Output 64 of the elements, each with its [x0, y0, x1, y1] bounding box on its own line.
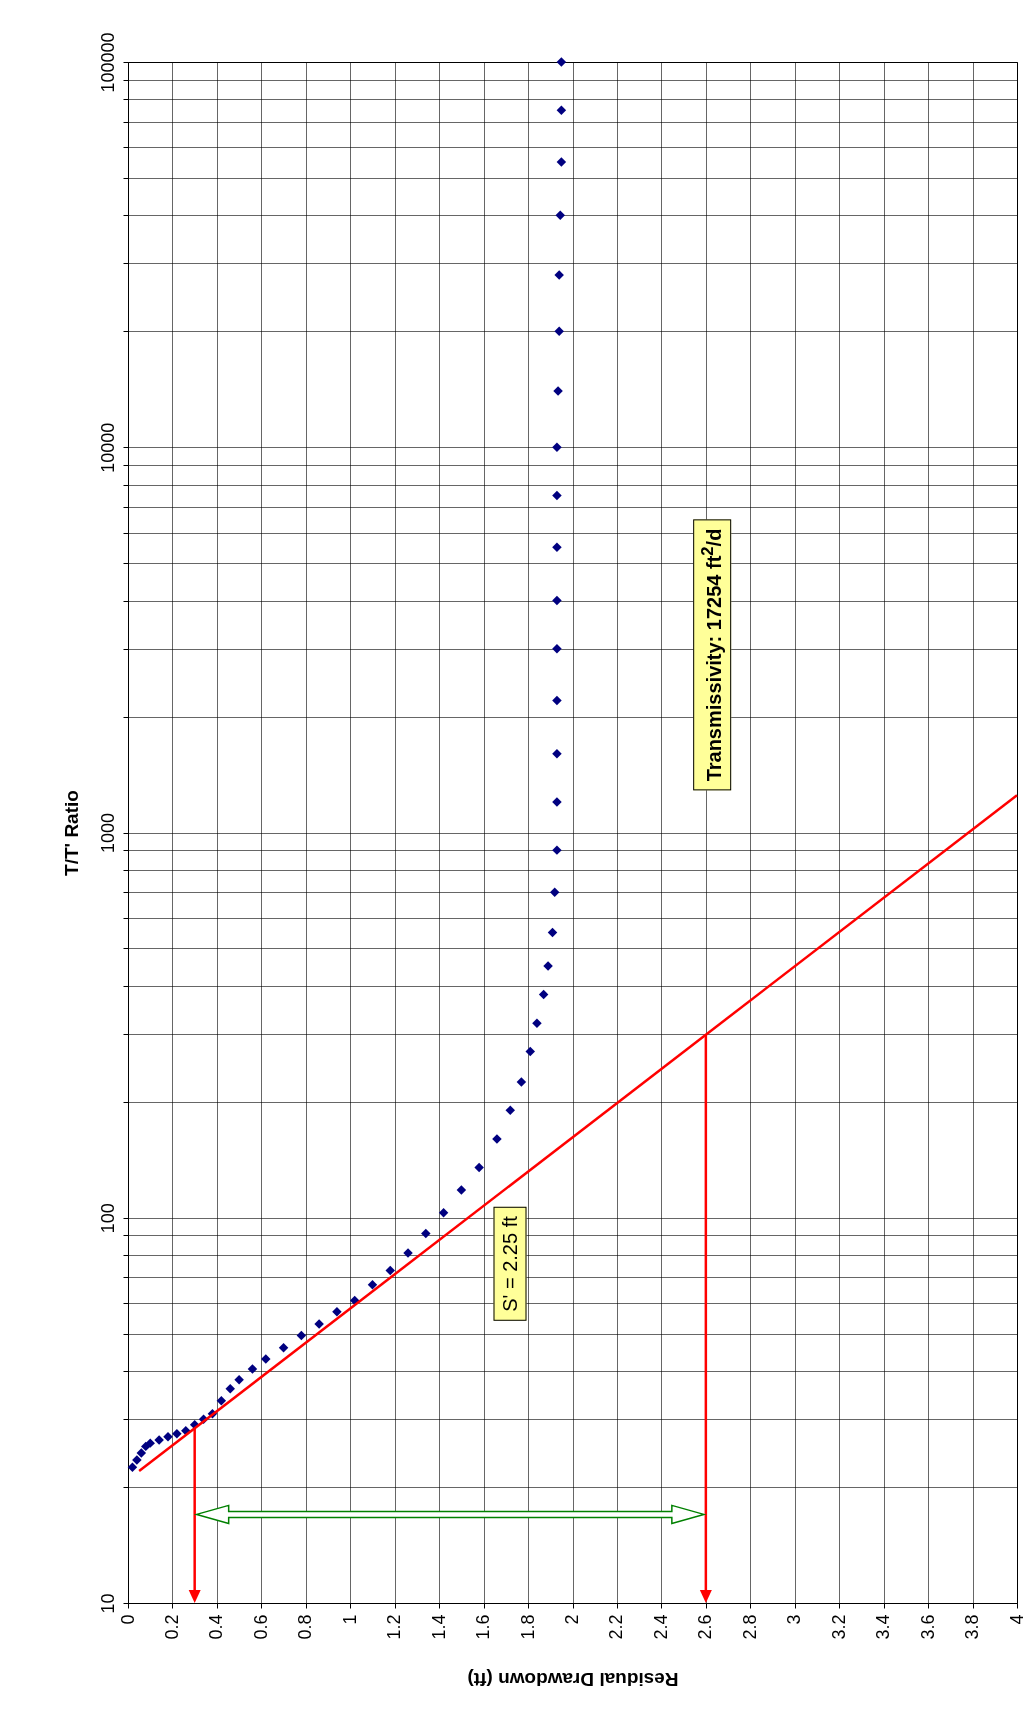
x-tick-label: 1.4 — [428, 1614, 449, 1640]
point — [172, 1429, 182, 1439]
x-tick-label: 0.8 — [295, 1614, 316, 1640]
x-tick-label: 3.4 — [873, 1614, 894, 1640]
x-tick-label: 0.6 — [250, 1614, 271, 1640]
y-tick-label: 10 — [97, 1593, 118, 1614]
point — [421, 1228, 431, 1239]
x-tick-label: 1 — [339, 1614, 360, 1625]
x-tick-label: 3.8 — [962, 1614, 983, 1640]
x-tick-label: 0.2 — [161, 1614, 182, 1640]
x-tick-label: 3 — [784, 1614, 805, 1625]
point — [225, 1383, 235, 1394]
x-tick-label: 3.2 — [828, 1614, 849, 1640]
point — [505, 1105, 516, 1116]
x-tick-label: 1.8 — [517, 1614, 538, 1640]
point — [554, 326, 564, 337]
y-tick-label: 100000 — [97, 32, 118, 93]
x-axis-title: Residual Drawdown (ft) — [467, 1668, 679, 1690]
y-tick-label: 10000 — [97, 422, 118, 473]
point — [127, 1462, 138, 1473]
x-tick-label: 0.4 — [206, 1614, 227, 1640]
point — [525, 1046, 536, 1057]
point — [556, 57, 567, 67]
point — [247, 1364, 258, 1374]
x-tick-label: 2.8 — [739, 1614, 760, 1640]
x-tick-label: 2.4 — [650, 1614, 671, 1640]
x-tick-label: 3.6 — [917, 1614, 938, 1640]
y-tick-label: 100 — [97, 1203, 118, 1234]
point — [234, 1374, 244, 1385]
point — [549, 887, 560, 897]
annotation: S' = 2.25 ft — [493, 1207, 527, 1321]
point — [136, 1448, 147, 1458]
y-axis-title: T/T' Ratio — [60, 790, 82, 876]
x-tick-label: 2 — [562, 1614, 582, 1625]
point — [474, 1162, 484, 1173]
point — [332, 1307, 342, 1317]
point — [516, 1077, 527, 1087]
x-tick-label: 1.6 — [473, 1614, 494, 1640]
point — [296, 1330, 307, 1341]
point — [552, 595, 562, 606]
x-tick-label: 1.2 — [384, 1614, 405, 1640]
point — [438, 1208, 449, 1218]
point — [556, 105, 567, 115]
point — [367, 1280, 378, 1290]
point — [552, 542, 562, 553]
point — [278, 1342, 289, 1353]
point — [556, 157, 567, 167]
point — [261, 1354, 271, 1364]
x-tick-label: 4 — [1006, 1614, 1027, 1625]
point — [555, 210, 566, 221]
point — [547, 927, 558, 938]
point — [216, 1395, 227, 1406]
x-tick-label: 0 — [117, 1614, 138, 1625]
point — [538, 989, 549, 1000]
point — [456, 1185, 467, 1195]
point — [552, 643, 562, 654]
y-tick-label: 1000 — [97, 812, 118, 854]
x-tick-label: 2.6 — [695, 1614, 716, 1640]
point — [552, 490, 562, 501]
point — [385, 1265, 395, 1276]
x-tick-label: 2.2 — [606, 1614, 627, 1640]
point — [552, 695, 562, 706]
point — [145, 1438, 155, 1448]
point — [552, 442, 562, 452]
